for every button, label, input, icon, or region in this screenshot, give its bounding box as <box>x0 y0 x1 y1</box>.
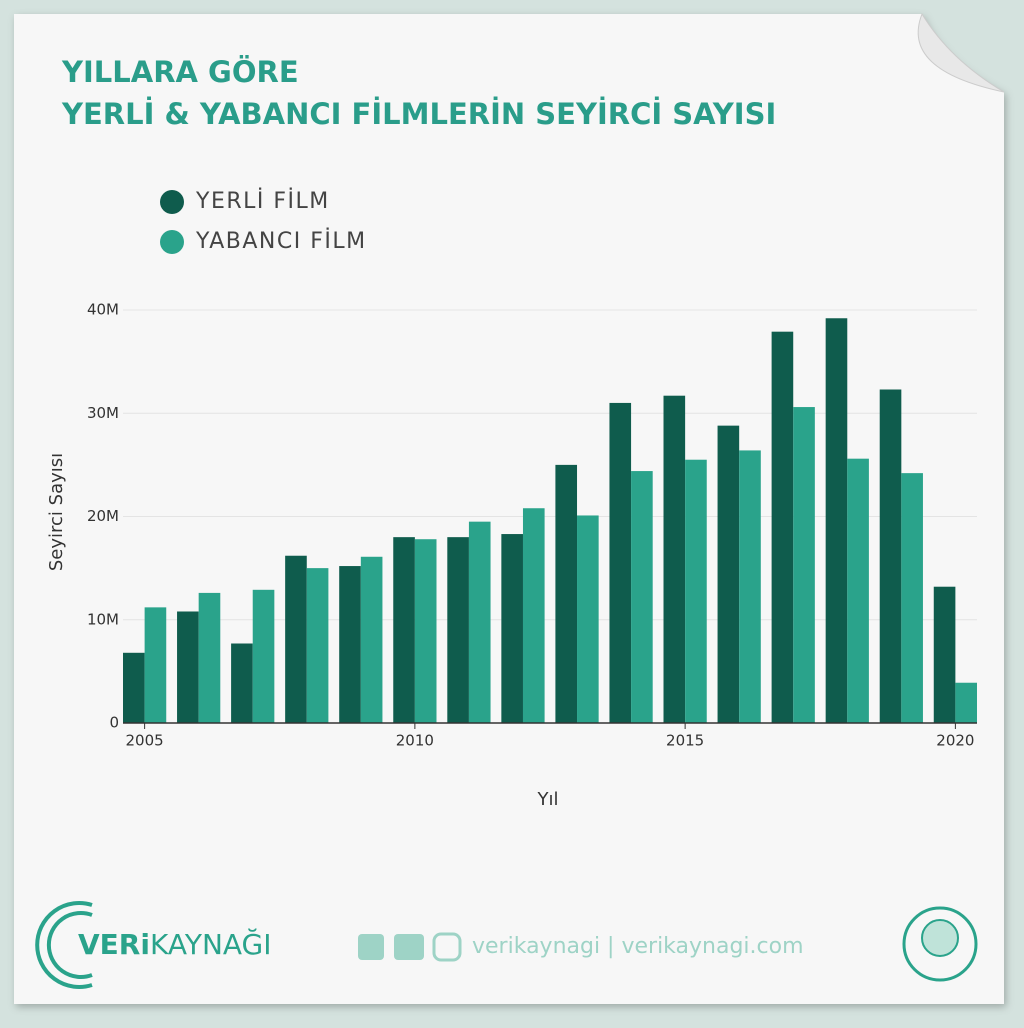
y-tick-label: 40M <box>87 301 119 319</box>
legend-label: YERLİ FİLM <box>195 188 330 214</box>
bar <box>252 589 275 723</box>
brand-bold: VERi <box>78 928 150 961</box>
bar <box>685 459 707 723</box>
footer: VERi KAYNAĞI verikaynagi | verikaynagi.c… <box>35 901 978 989</box>
bar <box>306 568 329 723</box>
bar <box>879 389 902 723</box>
chart-title: YILLARA GÖRE <box>61 55 299 89</box>
legend-marker <box>160 190 184 214</box>
bar <box>793 407 815 723</box>
page-curl <box>917 12 1005 93</box>
y-tick-label: 20M <box>87 507 119 525</box>
bar <box>933 586 956 723</box>
bar <box>771 331 794 723</box>
bar <box>847 458 869 723</box>
globe <box>921 919 959 957</box>
bar <box>339 566 361 723</box>
twitter-icon <box>394 934 424 960</box>
bar <box>717 425 740 723</box>
bar <box>144 607 167 723</box>
bar <box>231 643 253 723</box>
bar <box>955 682 977 723</box>
x-tick-label: 2015 <box>666 732 704 750</box>
paper <box>14 14 1004 1004</box>
globe-icon <box>902 906 978 982</box>
logo-arc <box>35 901 93 989</box>
x-tick-label: 2005 <box>126 732 164 750</box>
x-axis-label: Yıl <box>537 789 559 810</box>
bar <box>177 611 199 723</box>
bar <box>285 555 307 723</box>
legend-marker <box>160 230 184 254</box>
y-axis-label: Seyirci Sayısı <box>46 453 67 571</box>
bar <box>739 450 761 723</box>
x-tick-label: 2020 <box>936 732 974 750</box>
bar <box>631 471 653 723</box>
y-tick-label: 0 <box>109 714 119 732</box>
logo-arc <box>46 911 93 979</box>
bar <box>468 521 491 723</box>
bar <box>555 464 578 723</box>
chart-subtitle: YERLİ & YABANCI FİLMLERİN SEYİRCİ SAYISI <box>61 97 776 131</box>
bar <box>447 537 469 723</box>
bar <box>901 473 923 723</box>
bar <box>501 534 523 723</box>
bar <box>360 556 383 723</box>
legend-label: YABANCI FİLM <box>195 228 367 254</box>
brand: KAYNAĞI <box>150 927 272 961</box>
bar <box>123 652 145 723</box>
facebook-icon <box>358 934 384 960</box>
y-tick-label: 30M <box>87 404 119 422</box>
social-text: verikaynagi | verikaynagi.com <box>472 934 804 959</box>
y-tick-label: 10M <box>87 610 119 628</box>
bar <box>198 592 221 723</box>
bar <box>609 402 632 723</box>
bar <box>522 508 545 723</box>
x-tick-label: 2010 <box>396 732 434 750</box>
bar <box>663 395 686 723</box>
bar <box>414 539 437 723</box>
instagram-icon <box>432 932 462 962</box>
bar <box>577 515 599 723</box>
bar <box>393 537 415 723</box>
bar <box>825 318 848 723</box>
